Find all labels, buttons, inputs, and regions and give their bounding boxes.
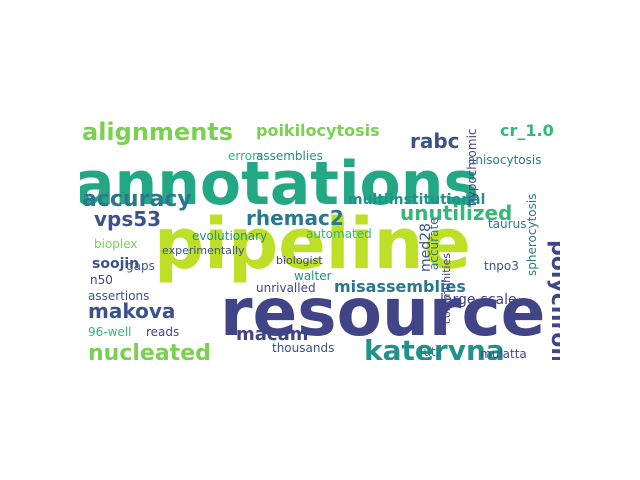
word-mulatta: mulatta [480,347,527,360]
word-vps53: vps53 [94,207,161,231]
word-cloud-canvas: annotations pipeline resource alignments… [80,120,560,360]
word-med28: med28 [418,223,434,272]
word-annotations: annotations [80,149,479,219]
word-alignments: alignments [82,120,233,146]
word-multiinstitutional: multiinstitutional [348,192,485,208]
word-anisocytosis: anisocytosis [468,153,541,167]
word-assemblies: assemblies [256,149,323,163]
word-automated: automated [306,227,372,241]
word-pipeline: pipeline [154,203,471,285]
word-poikilocytosis: poikilocytosis [256,121,380,140]
word-unutilized: unutilized [400,201,512,225]
word-gaps: gaps [126,259,155,273]
word-polychromasia: nucleated [88,341,211,360]
word-bioplex: bioplex [94,237,138,251]
word-soojin: soojin [92,256,139,272]
word-accurate: accurate [427,217,441,270]
word-cr_1.0: cr_1.0 [500,121,554,140]
word-macam: macam [236,324,308,345]
word-hypochromic: hypochromic [465,128,479,206]
word-lutz: lutz [420,345,442,359]
word-biologist: biologist [276,254,323,267]
word-rabc: rabc [410,129,460,153]
word-errors: errors [228,149,263,163]
word-resource: resource [220,274,545,351]
word-rhemac2: rhemac2 [246,206,344,230]
word-reads: reads [146,325,179,339]
word-large-scale: large-scale [440,292,517,308]
word-kateryna: makova [88,299,175,323]
word-taurus: taurus [488,217,526,231]
word-nucleated: kateryna [364,334,505,360]
word-spherocytosis: spherocytosis [525,194,539,276]
word-96-well: 96-well [88,325,131,339]
word-accuracy: accuracy [82,187,192,212]
word-experimentally: experimentally [162,244,245,257]
word-tnpo3: tnpo3 [484,259,519,273]
word-assertions: assertions [88,289,149,303]
word-cloud: annotations pipeline resource alignments… [80,120,560,360]
word-evolutionary: evolutionary [192,229,267,243]
word-makova: polychromasia [546,240,560,360]
word-n50: n50 [90,273,113,287]
word-unrivalled: unrivalled [256,281,316,295]
word-walter: walter [294,269,332,283]
word-misassemblies: misassemblies [334,277,466,296]
word-thousands: thousands [272,341,334,355]
word-communities: communities [440,253,453,324]
